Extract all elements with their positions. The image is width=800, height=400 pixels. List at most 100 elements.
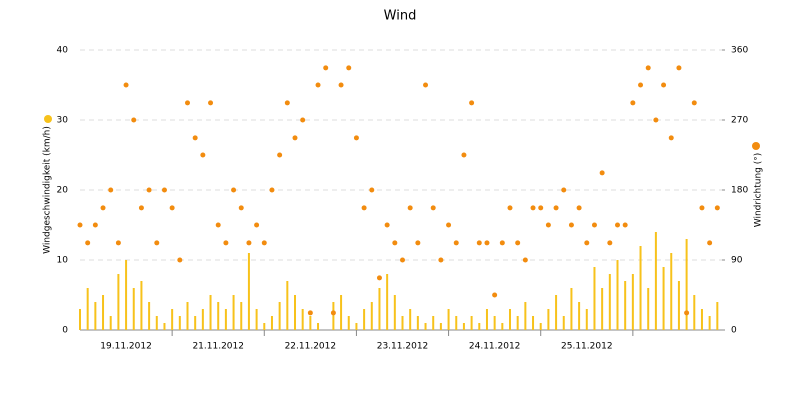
dot [515,240,521,246]
y2-tick-label: 180 [731,186,748,196]
dot [138,205,144,211]
dot [499,240,505,246]
dot [561,187,567,193]
dot [438,257,444,263]
bar [524,302,527,330]
y-axis-label: Windgeschwindigkeit (km/h) [43,126,53,254]
dot [384,222,390,228]
bar [209,295,212,330]
bar [117,274,120,330]
dot [538,205,544,211]
bar [432,316,435,330]
x-tick-label: 25.11.2012 [561,342,613,352]
bar [386,274,389,330]
dot [707,240,713,246]
bar [455,316,458,330]
dot [146,187,152,193]
dot [469,100,475,106]
x-tick-label: 24.11.2012 [469,342,521,352]
bar [470,316,473,330]
y2-tick-label: 270 [731,116,748,126]
bar [355,323,358,330]
bar [509,309,511,330]
dot [277,152,283,158]
bar [125,260,128,330]
dot [161,187,167,193]
dot [622,222,628,228]
legend-marker [752,142,760,150]
bar [462,323,465,330]
dot [77,222,83,228]
bar [294,295,296,330]
bar [247,253,250,330]
bar [555,295,558,330]
dot [653,117,659,123]
dot [154,240,160,246]
bar [708,316,711,330]
bar [601,288,604,330]
bar [132,288,135,330]
bar [270,316,273,330]
legend-marker [44,115,52,123]
dot [415,240,421,246]
bar [485,309,488,330]
dot [584,240,590,246]
y-tick-label: 40 [57,46,69,56]
dot [714,205,720,211]
bar [570,288,573,330]
bar [639,246,642,330]
chart-title: Wind [384,9,417,24]
dot [323,65,329,71]
bar [478,323,481,330]
dot [522,257,528,263]
dot [100,205,106,211]
bar [593,267,596,330]
x-tick-label: 19.11.2012 [100,342,152,352]
dot [453,240,459,246]
bar [493,316,496,330]
dot [269,187,275,193]
dot [376,275,382,281]
bar [340,295,343,330]
bar [286,281,289,330]
dot [177,257,183,263]
x-tick-label: 23.11.2012 [377,342,429,352]
dot [246,240,252,246]
bar [516,316,519,330]
dot [568,222,574,228]
bar [416,316,419,330]
bar [171,309,174,330]
dot [576,205,582,211]
dot [353,135,359,141]
bar [424,323,427,330]
bar [562,316,565,330]
dot [223,240,229,246]
dot [607,240,613,246]
bar [447,309,450,330]
dot [446,222,452,228]
dot [476,240,482,246]
dot [430,205,436,211]
dot [307,310,313,316]
bar [624,281,627,330]
bar [278,302,281,330]
bar [693,295,696,330]
bar [532,316,535,330]
bar [685,239,688,330]
bar [378,288,381,330]
bar [409,309,412,330]
dot [115,240,121,246]
dot [346,65,352,71]
y-tick-label: 20 [57,186,69,196]
dot [615,222,620,228]
bar [393,295,396,330]
dot [507,205,513,211]
dot [407,205,413,211]
y2-axis-label: Windrichtung (°) [754,153,764,228]
dot [400,257,405,263]
bar [94,302,97,330]
bar [263,323,266,330]
dot [215,222,221,228]
dot [591,222,597,228]
